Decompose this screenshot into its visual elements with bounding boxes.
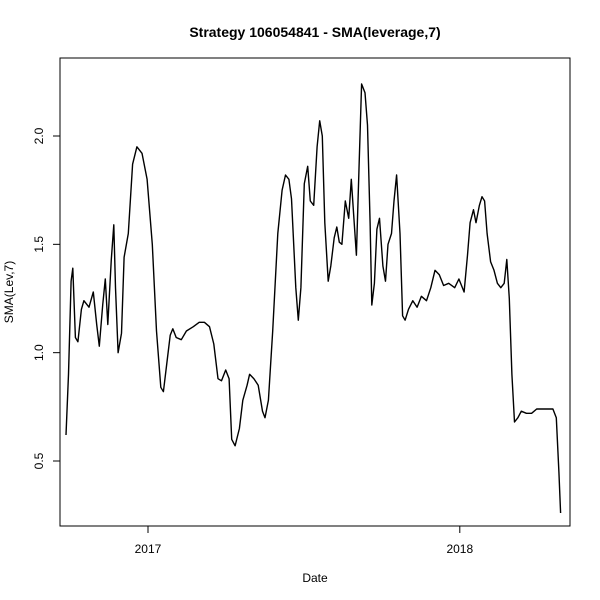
y-tick-label: 2.0 <box>32 127 46 144</box>
x-tick-label: 2018 <box>446 542 473 556</box>
y-tick-label: 1.0 <box>32 344 46 361</box>
x-axis-label: Date <box>302 571 328 585</box>
y-tick-label: 0.5 <box>32 452 46 469</box>
x-tick-label: 2017 <box>135 542 162 556</box>
y-axis: 0.5 1.0 1.5 2.0 <box>32 127 61 469</box>
series-line <box>65 83 562 514</box>
y-axis-label: SMA(Lev,7) <box>2 261 16 323</box>
plot-frame <box>59 57 571 527</box>
x-axis: 2017 2018 <box>135 525 473 556</box>
chart-title: Strategy 106054841 - SMA(leverage,7) <box>189 24 440 40</box>
y-tick-label: 1.5 <box>32 236 46 253</box>
